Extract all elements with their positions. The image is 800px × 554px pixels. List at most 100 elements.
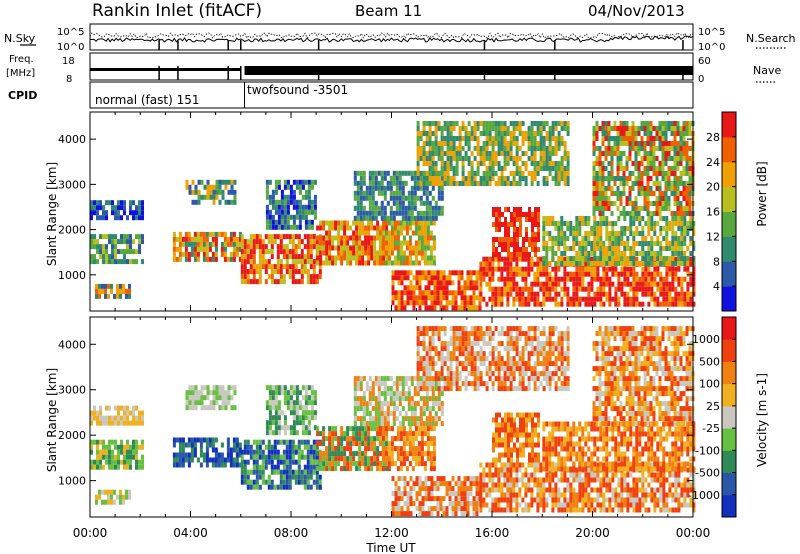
data-cell <box>616 191 620 196</box>
data-cell <box>545 181 549 186</box>
data-cell <box>298 420 302 426</box>
data-cell <box>138 239 141 245</box>
data-cell <box>303 259 307 265</box>
data-cell <box>652 141 656 146</box>
data-cell <box>622 176 626 181</box>
data-cell <box>93 205 96 211</box>
data-cell <box>116 288 119 294</box>
data-cell <box>417 461 421 467</box>
data-cell <box>300 469 304 475</box>
data-cell <box>215 184 219 190</box>
data-cell <box>203 385 207 391</box>
data-cell <box>578 241 582 246</box>
data-cell <box>378 230 382 236</box>
data-cell <box>199 241 203 247</box>
data-cell <box>495 212 498 217</box>
data-cell <box>418 275 422 281</box>
data-cell <box>125 494 128 500</box>
data-cell <box>243 239 247 245</box>
data-cell <box>398 195 402 201</box>
data-cell <box>425 161 429 166</box>
data-cell <box>518 121 522 126</box>
data-cell <box>238 236 242 242</box>
data-cell <box>422 141 426 146</box>
data-cell <box>512 131 516 136</box>
data-cell <box>519 247 522 252</box>
data-cell <box>446 131 450 136</box>
data-cell <box>401 205 405 211</box>
data-cell <box>608 246 612 251</box>
data-cell <box>292 415 296 421</box>
data-cell <box>343 466 347 472</box>
data-cell <box>475 280 479 286</box>
data-cell <box>542 221 546 226</box>
data-cell <box>398 180 402 186</box>
data-cell <box>434 131 438 136</box>
data-cell <box>273 269 277 275</box>
data-cell <box>399 431 403 437</box>
data-cell <box>264 269 268 275</box>
data-cell <box>596 226 600 231</box>
data-cell <box>470 181 474 186</box>
data-cell <box>620 271 624 277</box>
data-cell <box>252 269 256 275</box>
data-cell <box>383 190 387 196</box>
data-cell <box>328 436 332 442</box>
data-cell <box>620 281 624 287</box>
data-cell <box>545 216 549 221</box>
data-cell <box>425 181 429 186</box>
data-cell <box>628 201 632 206</box>
data-cell <box>279 264 283 270</box>
freq-bar-normal <box>90 68 241 71</box>
data-cell <box>286 184 290 190</box>
data-cell <box>473 171 477 176</box>
data-cell <box>650 221 654 226</box>
data-cell <box>439 285 443 291</box>
data-cell <box>356 396 360 402</box>
data-cell <box>240 254 244 260</box>
data-cell <box>653 251 657 256</box>
data-cell <box>682 131 686 136</box>
data-cell <box>313 209 317 215</box>
data-cell <box>413 411 417 417</box>
data-cell <box>334 426 338 432</box>
data-cell <box>416 175 420 181</box>
data-cell <box>650 256 654 261</box>
data-cell <box>280 209 284 215</box>
data-cell <box>393 255 397 261</box>
data-cell <box>206 395 210 401</box>
data-cell <box>440 406 444 412</box>
data-cell <box>537 212 540 217</box>
data-cell <box>671 261 675 266</box>
data-cell <box>632 221 636 226</box>
data-cell <box>461 176 465 181</box>
data-cell <box>414 240 418 246</box>
data-cell <box>361 441 365 447</box>
data-cell <box>399 225 403 231</box>
data-cell <box>479 266 483 272</box>
data-cell <box>297 469 301 475</box>
data-cell <box>135 210 138 216</box>
data-cell <box>595 201 599 206</box>
data-cell <box>649 146 653 151</box>
data-cell <box>255 239 259 245</box>
data-cell <box>285 464 289 470</box>
data-cell <box>649 186 653 191</box>
data-cell <box>235 236 239 242</box>
data-cell <box>602 286 606 292</box>
data-cell <box>680 246 684 251</box>
data-cell <box>240 469 244 475</box>
data-cell <box>356 406 360 412</box>
data-cell <box>524 176 528 181</box>
data-cell <box>415 481 419 487</box>
data-cell <box>381 225 385 231</box>
data-cell <box>422 200 426 206</box>
data-cell <box>230 405 234 411</box>
data-cell <box>429 461 433 467</box>
data-cell <box>125 293 128 299</box>
data-cell <box>114 454 117 460</box>
data-cell <box>506 266 510 272</box>
data-cell <box>232 437 236 443</box>
data-cell <box>389 190 393 196</box>
data-cell <box>539 166 543 171</box>
